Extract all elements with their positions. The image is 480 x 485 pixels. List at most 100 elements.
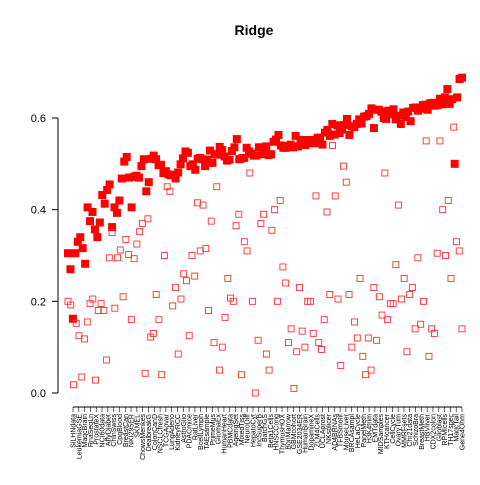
open-point: [114, 254, 122, 262]
open-point: [444, 197, 452, 204]
series-filled-square: [64, 73, 466, 323]
filled-point: [394, 111, 403, 120]
x-tick-label: BonMarrow: [285, 413, 292, 450]
x-tick-label: Glioblast: [436, 414, 443, 441]
filled-point: [174, 168, 183, 177]
open-point: [268, 226, 276, 234]
open-point: [384, 316, 392, 324]
open-point: [183, 277, 190, 285]
open-point: [216, 366, 223, 374]
filled-point: [103, 185, 112, 194]
x-tick-label: BatchGS: [262, 414, 269, 442]
open-point: [340, 162, 347, 170]
open-point: [301, 343, 309, 351]
open-point: [408, 284, 416, 292]
x-tick-label: CDX2colon: [430, 414, 437, 450]
filled-point: [433, 101, 442, 110]
open-point: [403, 348, 411, 356]
open-point: [103, 356, 111, 364]
open-point: [224, 274, 232, 282]
x-tick-label: H3K4trim: [367, 414, 374, 443]
filled-point: [369, 124, 378, 133]
open-point: [406, 291, 414, 298]
filled-point: [421, 100, 430, 109]
open-point: [318, 346, 325, 353]
open-point: [235, 210, 243, 218]
filled-point: [382, 114, 391, 123]
open-point: [364, 334, 372, 342]
open-point: [293, 348, 301, 356]
open-point: [348, 343, 356, 351]
open-point: [257, 219, 265, 227]
x-tick-label: TFBSmotif: [338, 414, 345, 447]
open-point: [92, 376, 100, 384]
open-point: [83, 318, 91, 326]
x-tick-label: GSE2034ER: [297, 414, 304, 454]
open-point: [177, 295, 185, 303]
filled-point: [333, 121, 342, 130]
x-tick-label: HBVliver: [425, 413, 432, 441]
x-tick-label: ZLM4Cells: [314, 414, 321, 448]
open-point: [130, 255, 138, 263]
filled-point: [110, 203, 119, 212]
open-point: [205, 307, 212, 314]
filled-point: [134, 173, 143, 182]
filled-point: [267, 150, 276, 159]
open-point: [188, 252, 196, 259]
open-point: [100, 307, 108, 314]
filled-point: [213, 150, 222, 159]
open-point: [271, 206, 279, 214]
open-point: [185, 332, 193, 340]
open-point: [455, 247, 463, 255]
filled-point: [458, 73, 466, 82]
open-point: [152, 291, 160, 298]
open-point: [298, 327, 306, 335]
open-point: [67, 301, 75, 309]
open-point: [309, 329, 317, 337]
filled-point: [406, 117, 415, 126]
filled-point: [127, 203, 136, 212]
filled-point: [205, 146, 214, 155]
open-point: [375, 293, 383, 301]
open-point: [400, 274, 408, 282]
open-point: [72, 319, 80, 327]
x-tick-label: HeLaCycle: [355, 414, 362, 448]
x-tick-label: PrimeMus: [210, 414, 217, 446]
open-point: [359, 352, 367, 360]
filled-point: [98, 191, 107, 199]
filled-point: [325, 131, 334, 140]
filled-point: [183, 148, 192, 157]
filled-point: [345, 130, 354, 139]
filled-point: [311, 139, 320, 148]
x-tick-label: HepatoCyt: [250, 414, 257, 447]
x-tick-label: CpgBlood: [117, 414, 124, 445]
open-point: [174, 350, 182, 358]
open-point: [425, 352, 433, 360]
open-point: [422, 137, 430, 145]
x-tick-label: MMRFsets: [401, 414, 408, 448]
x-tick-label: RPMIcells: [442, 414, 449, 446]
x-tick-label: MouseLiver: [343, 413, 350, 450]
open-point: [395, 201, 403, 209]
open-point: [284, 339, 292, 347]
filled-point: [76, 233, 85, 242]
filled-point: [298, 136, 307, 144]
open-point: [246, 169, 254, 177]
x-tick-label: HumanHeart: [221, 414, 228, 454]
x-tick-label: CellCycle: [390, 414, 397, 444]
open-point: [94, 307, 102, 314]
filled-point: [179, 154, 188, 163]
open-point: [149, 329, 157, 337]
filled-point: [338, 125, 347, 134]
filled-point: [144, 178, 153, 187]
open-point: [238, 371, 246, 379]
series-layer: [64, 73, 466, 397]
filled-point: [66, 265, 75, 274]
filled-point: [252, 151, 261, 160]
x-tick-label: NCI60data: [100, 414, 107, 448]
x-tick-label: SchizoBra: [413, 414, 420, 446]
open-point: [337, 362, 345, 369]
filled-point: [156, 160, 165, 169]
open-point: [397, 295, 405, 303]
filled-point: [232, 135, 241, 144]
